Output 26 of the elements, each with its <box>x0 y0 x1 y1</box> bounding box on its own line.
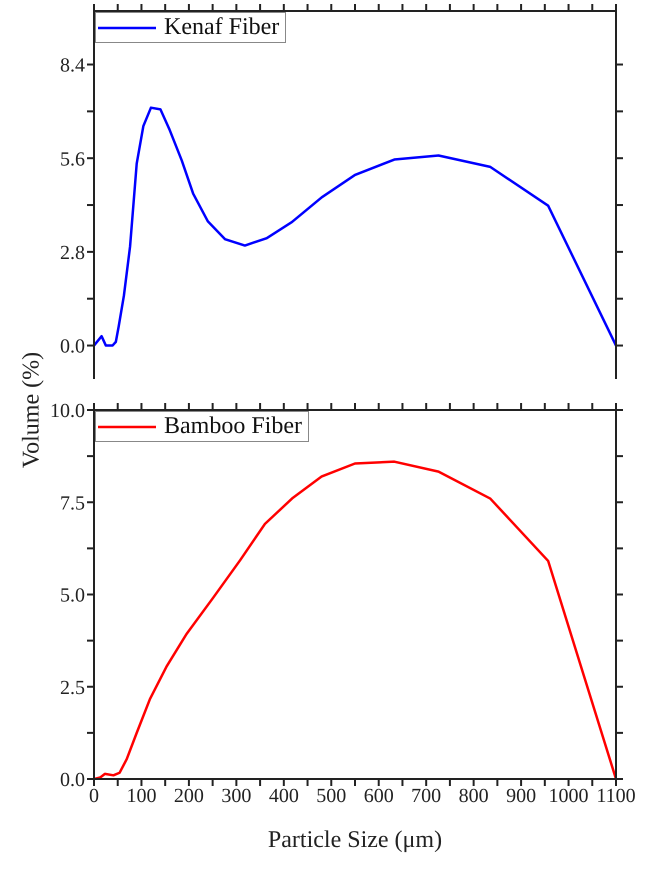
y-tick-label: 5.0 <box>60 584 85 607</box>
legend-label: Kenaf Fiber <box>164 14 280 41</box>
y-tick-label: 7.5 <box>60 492 85 514</box>
legend-label: Bamboo Fiber <box>164 413 302 440</box>
y-tick-label: 0.0 <box>60 769 85 792</box>
x-tick-label: 100 <box>126 785 156 808</box>
y-tick-label: 8.4 <box>60 54 85 77</box>
x-tick-label: 900 <box>506 785 536 808</box>
x-tick-label: 1000 <box>548 785 589 808</box>
y-tick-label: 0.0 <box>60 336 85 358</box>
y-tick-label: 2.8 <box>60 242 85 264</box>
x-axis-title: Particle Size (μm) <box>268 827 442 853</box>
y-tick-label: 5.6 <box>60 148 85 170</box>
x-tick-label: 400 <box>268 785 299 808</box>
x-tick-label: 1100 <box>596 785 636 808</box>
line-series <box>94 106 616 347</box>
x-tick-label: 200 <box>174 785 204 808</box>
x-tick-label: 0 <box>89 785 99 808</box>
x-tick-label: 800 <box>458 785 489 808</box>
y-tick-label: 10.0 <box>50 400 85 422</box>
x-tick-label: 700 <box>411 785 442 808</box>
y-axis-title: Volume (%) <box>18 352 46 468</box>
y-tick-label: 2.5 <box>60 676 85 699</box>
x-tick-label: 600 <box>364 785 394 808</box>
x-tick-label: 300 <box>221 785 252 808</box>
x-tick-label: 500 <box>316 785 346 808</box>
